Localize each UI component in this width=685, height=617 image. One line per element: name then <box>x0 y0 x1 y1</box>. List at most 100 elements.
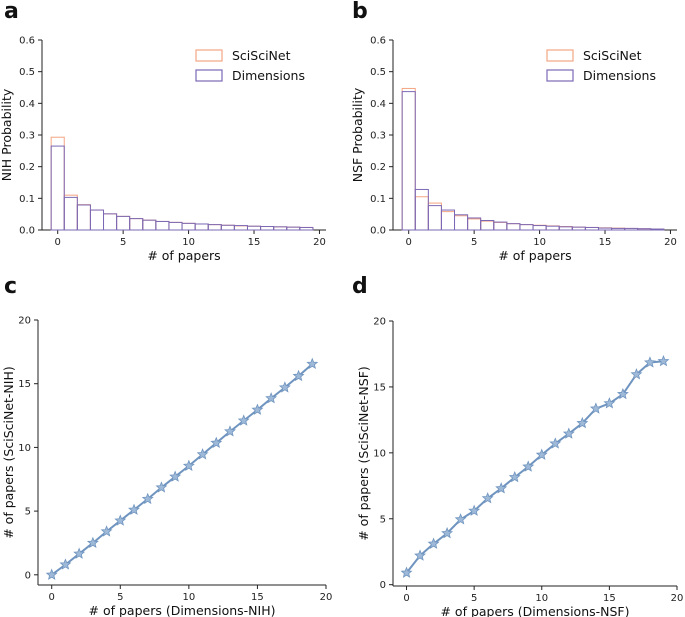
panel-b-y-axis-label: NSF Probability <box>350 87 365 182</box>
panel-c-data-point <box>224 425 236 437</box>
panel-b-y-tick-label: 0.5 <box>370 67 386 78</box>
panel-b-bar-sciscinet <box>493 221 508 231</box>
panel-a-bar-dimensions <box>207 224 222 231</box>
panel-a-y-tick-label: 0.3 <box>19 131 35 142</box>
panel-d-data-point <box>508 470 521 483</box>
panel-b-bar-sciscinet <box>454 215 469 231</box>
panel-b-x-tick-label: 10 <box>533 237 546 248</box>
panel-b-y-tick-label: 0.2 <box>370 162 386 173</box>
panel-b-x-axis-label: # of papers <box>498 248 571 263</box>
panel-a-bar-dimensions <box>260 226 275 231</box>
panel-d-data-point <box>603 397 616 409</box>
panel-b-bar-dimensions <box>545 225 560 231</box>
panel-c-data-point <box>182 459 195 471</box>
panel-d-data-point <box>657 354 670 367</box>
panel-c-data-point <box>155 481 168 493</box>
panel-a-bar-sciscinet <box>220 224 235 231</box>
panel-a-bar-dimensions <box>286 226 301 231</box>
panel-a-bar-dimensions <box>129 218 144 231</box>
panel-d-x-tick-label: 0 <box>403 593 409 604</box>
panel-a-bar-dimensions <box>63 196 78 231</box>
panel-d-x-tick-label: 15 <box>603 593 616 604</box>
panel-a-bar-sciscinet <box>142 219 157 231</box>
panel-c-x-tick-label: 15 <box>251 592 264 603</box>
panel-a-bar-sciscinet <box>155 220 170 231</box>
panel-c-data-point <box>196 448 209 460</box>
panel-b-x-tick-label: 15 <box>599 237 612 248</box>
panel-b-bar-dimensions <box>401 91 416 231</box>
panel-d-y-tick-label: 0 <box>380 580 386 591</box>
panel-c-data-point <box>73 547 86 559</box>
panel-a-legend-label: SciSciNet <box>232 48 291 63</box>
panel-a-bar-sciscinet <box>168 221 183 231</box>
panel-c-data-point <box>86 536 99 549</box>
panel-b-bar-sciscinet <box>506 223 521 231</box>
panel-a-bar-sciscinet <box>63 194 78 231</box>
panel-b-bar-dimensions <box>571 226 586 231</box>
panel-d-data-point <box>481 492 494 504</box>
panel-c-y-tick-label: 5 <box>25 507 31 518</box>
panel-b-bar-dimensions <box>532 225 547 231</box>
panel-c-data-point <box>45 568 58 580</box>
panel-d-x-axis-label: # of papers (Dimensions-NSF) <box>440 604 629 617</box>
panel-c-y-tick-label: 10 <box>18 443 31 454</box>
panel-d-line-chart: d 0 5 10 15 20 0 5 10 15 20 # of papers (Dimension… <box>352 274 683 617</box>
panel-b-bar-dimensions <box>427 205 442 231</box>
panel-d-y-tick-label: 15 <box>373 382 386 393</box>
panel-d-x-tick-label: 20 <box>671 593 684 604</box>
panel-c-data-point <box>114 514 127 526</box>
panel-a-bar-dimensions <box>273 226 288 231</box>
panel-d-data-point <box>441 526 454 539</box>
panel-b-bar-dimensions <box>650 228 665 231</box>
panel-a-x-tick-label: 5 <box>120 237 126 248</box>
panel-c-data-point <box>251 403 264 415</box>
panel-c-y-tick-label: 15 <box>18 379 31 390</box>
panel-d-data-point <box>576 416 589 429</box>
panel-c-x-tick-label: 10 <box>182 592 195 603</box>
panel-d-label: d <box>352 274 368 299</box>
panel-a-bar-sciscinet <box>89 209 105 231</box>
panel-d-data-point <box>630 368 643 380</box>
panel-c-y-axis-label: # of papers (SciSciNet-NIH) <box>1 366 16 539</box>
panel-d-y-tick-label: 10 <box>373 448 386 459</box>
panel-a-bar-dimensions <box>50 145 65 231</box>
panel-b-bar-dimensions <box>454 214 469 231</box>
panel-a-bar-sciscinet <box>207 224 222 231</box>
panel-b-bar-dimensions <box>414 188 429 231</box>
panel-d-data-point <box>589 402 602 414</box>
panel-a-legend-label: Dimensions <box>232 68 305 83</box>
panel-b-bar-sciscinet <box>401 87 416 231</box>
panel-b-y-tick-label: 0.3 <box>370 131 386 142</box>
panel-a-x-tick-label: 20 <box>313 237 326 248</box>
panel-c-x-axis-label: # of papers (Dimensions-NIH) <box>89 603 276 617</box>
panel-c-data-point <box>141 492 154 505</box>
panel-a-bar-dimensions <box>168 221 183 231</box>
panel-a-bar-dimensions <box>116 215 131 231</box>
panel-b-legend-label: Dimensions <box>583 68 656 83</box>
panel-c-data-point <box>59 558 72 570</box>
panel-d-data-point <box>549 437 562 449</box>
panel-d-data-point <box>454 513 467 525</box>
panel-b-bar-dimensions <box>467 217 482 231</box>
panel-a-legend-swatch <box>195 69 223 82</box>
panel-c-x-tick-label: 0 <box>49 592 55 603</box>
panel-a-histogram: a 0 5 10 15 20 0.0 0.1 0.2 0.3 0.4 0.5 0.6 SciSciNet… <box>0 0 326 263</box>
panel-a-x-tick-label: 15 <box>248 237 261 248</box>
panel-d-x-tick-label: 10 <box>535 593 548 604</box>
panel-c-data-point <box>128 503 140 515</box>
panel-a-bar-sciscinet <box>181 222 196 231</box>
panel-b-legend-swatch <box>546 69 574 82</box>
panel-b-bar-sciscinet <box>480 220 495 231</box>
panel-d-y-tick-label: 20 <box>373 317 386 328</box>
panel-c-data-point <box>306 357 319 370</box>
panel-b-label: b <box>352 0 368 24</box>
panel-b-bar-dimensions <box>584 226 599 231</box>
panel-a-x-tick-label: 0 <box>55 237 61 248</box>
panel-d-x-tick-label: 5 <box>471 593 477 604</box>
panel-b-bar-sciscinet <box>519 224 534 231</box>
panel-d-data-point <box>414 549 427 561</box>
panel-b-series-dimensions <box>401 91 665 231</box>
panel-a-x-tick-label: 10 <box>182 237 195 248</box>
panel-a-x-axis-label: # of papers <box>147 248 220 263</box>
panel-d-data-point <box>495 482 508 494</box>
